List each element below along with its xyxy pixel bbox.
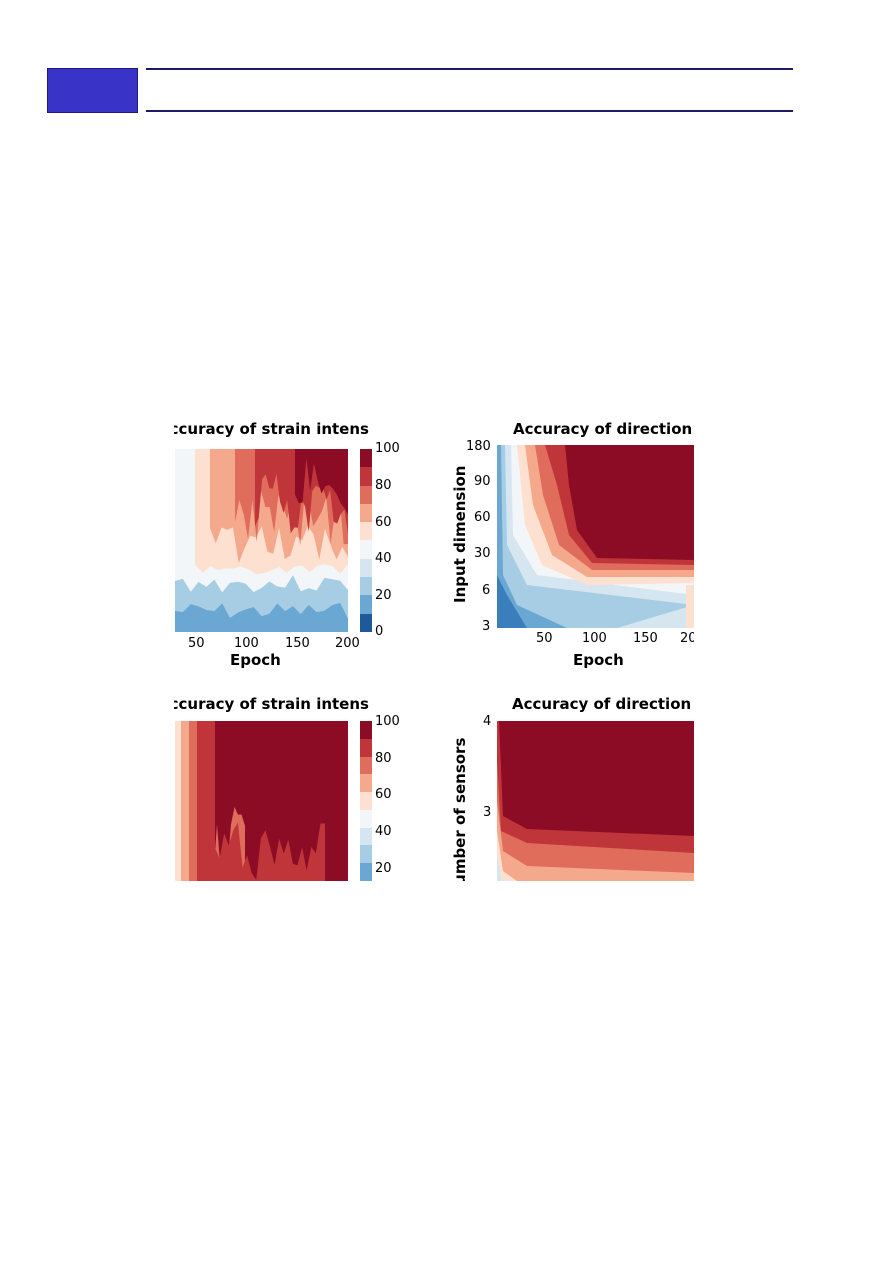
- p4-band-70: [497, 801, 694, 881]
- p2-band-edge: [686, 585, 694, 628]
- cb3-swatch-1: [360, 738, 372, 757]
- p2-ytick-3: 3: [482, 619, 491, 634]
- p1-band-20: [175, 589, 348, 632]
- p4-band-90: [497, 721, 694, 881]
- cb1-swatch-4: [360, 522, 372, 541]
- cb3-swatch-0: [360, 721, 372, 739]
- p2-xlabel: Epoch: [573, 651, 624, 669]
- p2-ytick-60: 60: [474, 510, 491, 525]
- panel3-heatmap: [175, 721, 348, 881]
- panel2-title: Accuracy of direction: [513, 420, 693, 438]
- panel1-title: Accuracy of strain intensity: [174, 420, 369, 438]
- p2-ytick-90: 90: [474, 474, 491, 489]
- p2-ytick-180: 180: [466, 439, 491, 454]
- cb3-tick-60: 60: [375, 787, 392, 802]
- cb3-tick-80: 80: [375, 751, 392, 766]
- header-rule-bottom: [146, 110, 793, 112]
- p2-xtick-50: 50: [536, 631, 553, 646]
- p2-xtick-150: 150: [633, 631, 658, 646]
- cb1-swatch-7: [360, 577, 372, 596]
- cb3-swatch-6: [360, 827, 372, 846]
- p1-xlabel: Epoch: [230, 651, 281, 669]
- cb1-tick-40: 40: [375, 551, 392, 566]
- panel3-title: Accuracy of strain intensity: [174, 695, 369, 713]
- cb1-swatch-2: [360, 485, 372, 504]
- cb1-tick-100: 100: [375, 441, 400, 456]
- panel4-title: Accuracy of direction: [512, 695, 692, 713]
- p2-band-10: [497, 575, 527, 628]
- p1-colorbar: [360, 449, 372, 632]
- cb1-swatch-0: [360, 449, 372, 468]
- p2-ytick-6: 6: [482, 583, 491, 598]
- cb1-tick-60: 60: [375, 515, 392, 530]
- cb3-swatch-4: [360, 792, 372, 810]
- cb3-tick-20: 20: [375, 861, 392, 876]
- cb1-swatch-1: [360, 467, 372, 486]
- p2-xtick-200: 20: [680, 631, 694, 646]
- cb1-tick-0: 0: [375, 624, 384, 639]
- p4-band-60: [497, 831, 517, 881]
- p2-band-40: [497, 445, 694, 628]
- cb1-tick-80: 80: [375, 478, 392, 493]
- p4-ytick-4: 4: [483, 714, 492, 729]
- cb3-swatch-7: [360, 845, 372, 864]
- p4-ytick-3: 3: [483, 805, 492, 820]
- cb1-swatch-3: [360, 503, 372, 523]
- cb3-swatch-5: [360, 809, 372, 828]
- p3-band-90: [197, 721, 325, 881]
- p4-band-40: [497, 851, 505, 881]
- cb3-swatch-2: [360, 756, 372, 775]
- cb3-tick-100: 100: [375, 714, 400, 729]
- cb3-swatch-8: [360, 863, 372, 881]
- cb1-swatch-9: [360, 613, 372, 632]
- cb1-swatch-8: [360, 595, 372, 614]
- p2-ylabel: Input dimension: [451, 465, 469, 603]
- panel4-heatmap: [497, 721, 694, 881]
- cb1-tick-20: 20: [375, 588, 392, 603]
- p1-xtick-150: 150: [285, 636, 310, 651]
- cb1-swatch-6: [360, 558, 372, 578]
- p1-xtick-50: 50: [188, 636, 205, 651]
- p3-colorbar: [360, 721, 372, 881]
- p4-band-80: [497, 761, 694, 881]
- p4-ylabel: lumber of sensors: [451, 737, 468, 881]
- p1-band-100: [295, 449, 348, 514]
- p2-xtick-100: 100: [582, 631, 607, 646]
- panel1-heatmap: [175, 449, 348, 632]
- cb3-tick-40: 40: [375, 824, 392, 839]
- p4-ylabel-clip: lumber of sensors: [446, 700, 468, 881]
- panel2-heatmap: [497, 445, 694, 628]
- p2-ytick-30: 30: [474, 546, 491, 561]
- header-rule-top: [146, 68, 793, 70]
- cb1-swatch-5: [360, 540, 372, 559]
- p2-band-100: [565, 445, 694, 560]
- section-marker: [47, 68, 138, 113]
- p1-xtick-100: 100: [234, 636, 259, 651]
- p1-xtick-200: 200: [335, 636, 360, 651]
- cb3-swatch-3: [360, 774, 372, 793]
